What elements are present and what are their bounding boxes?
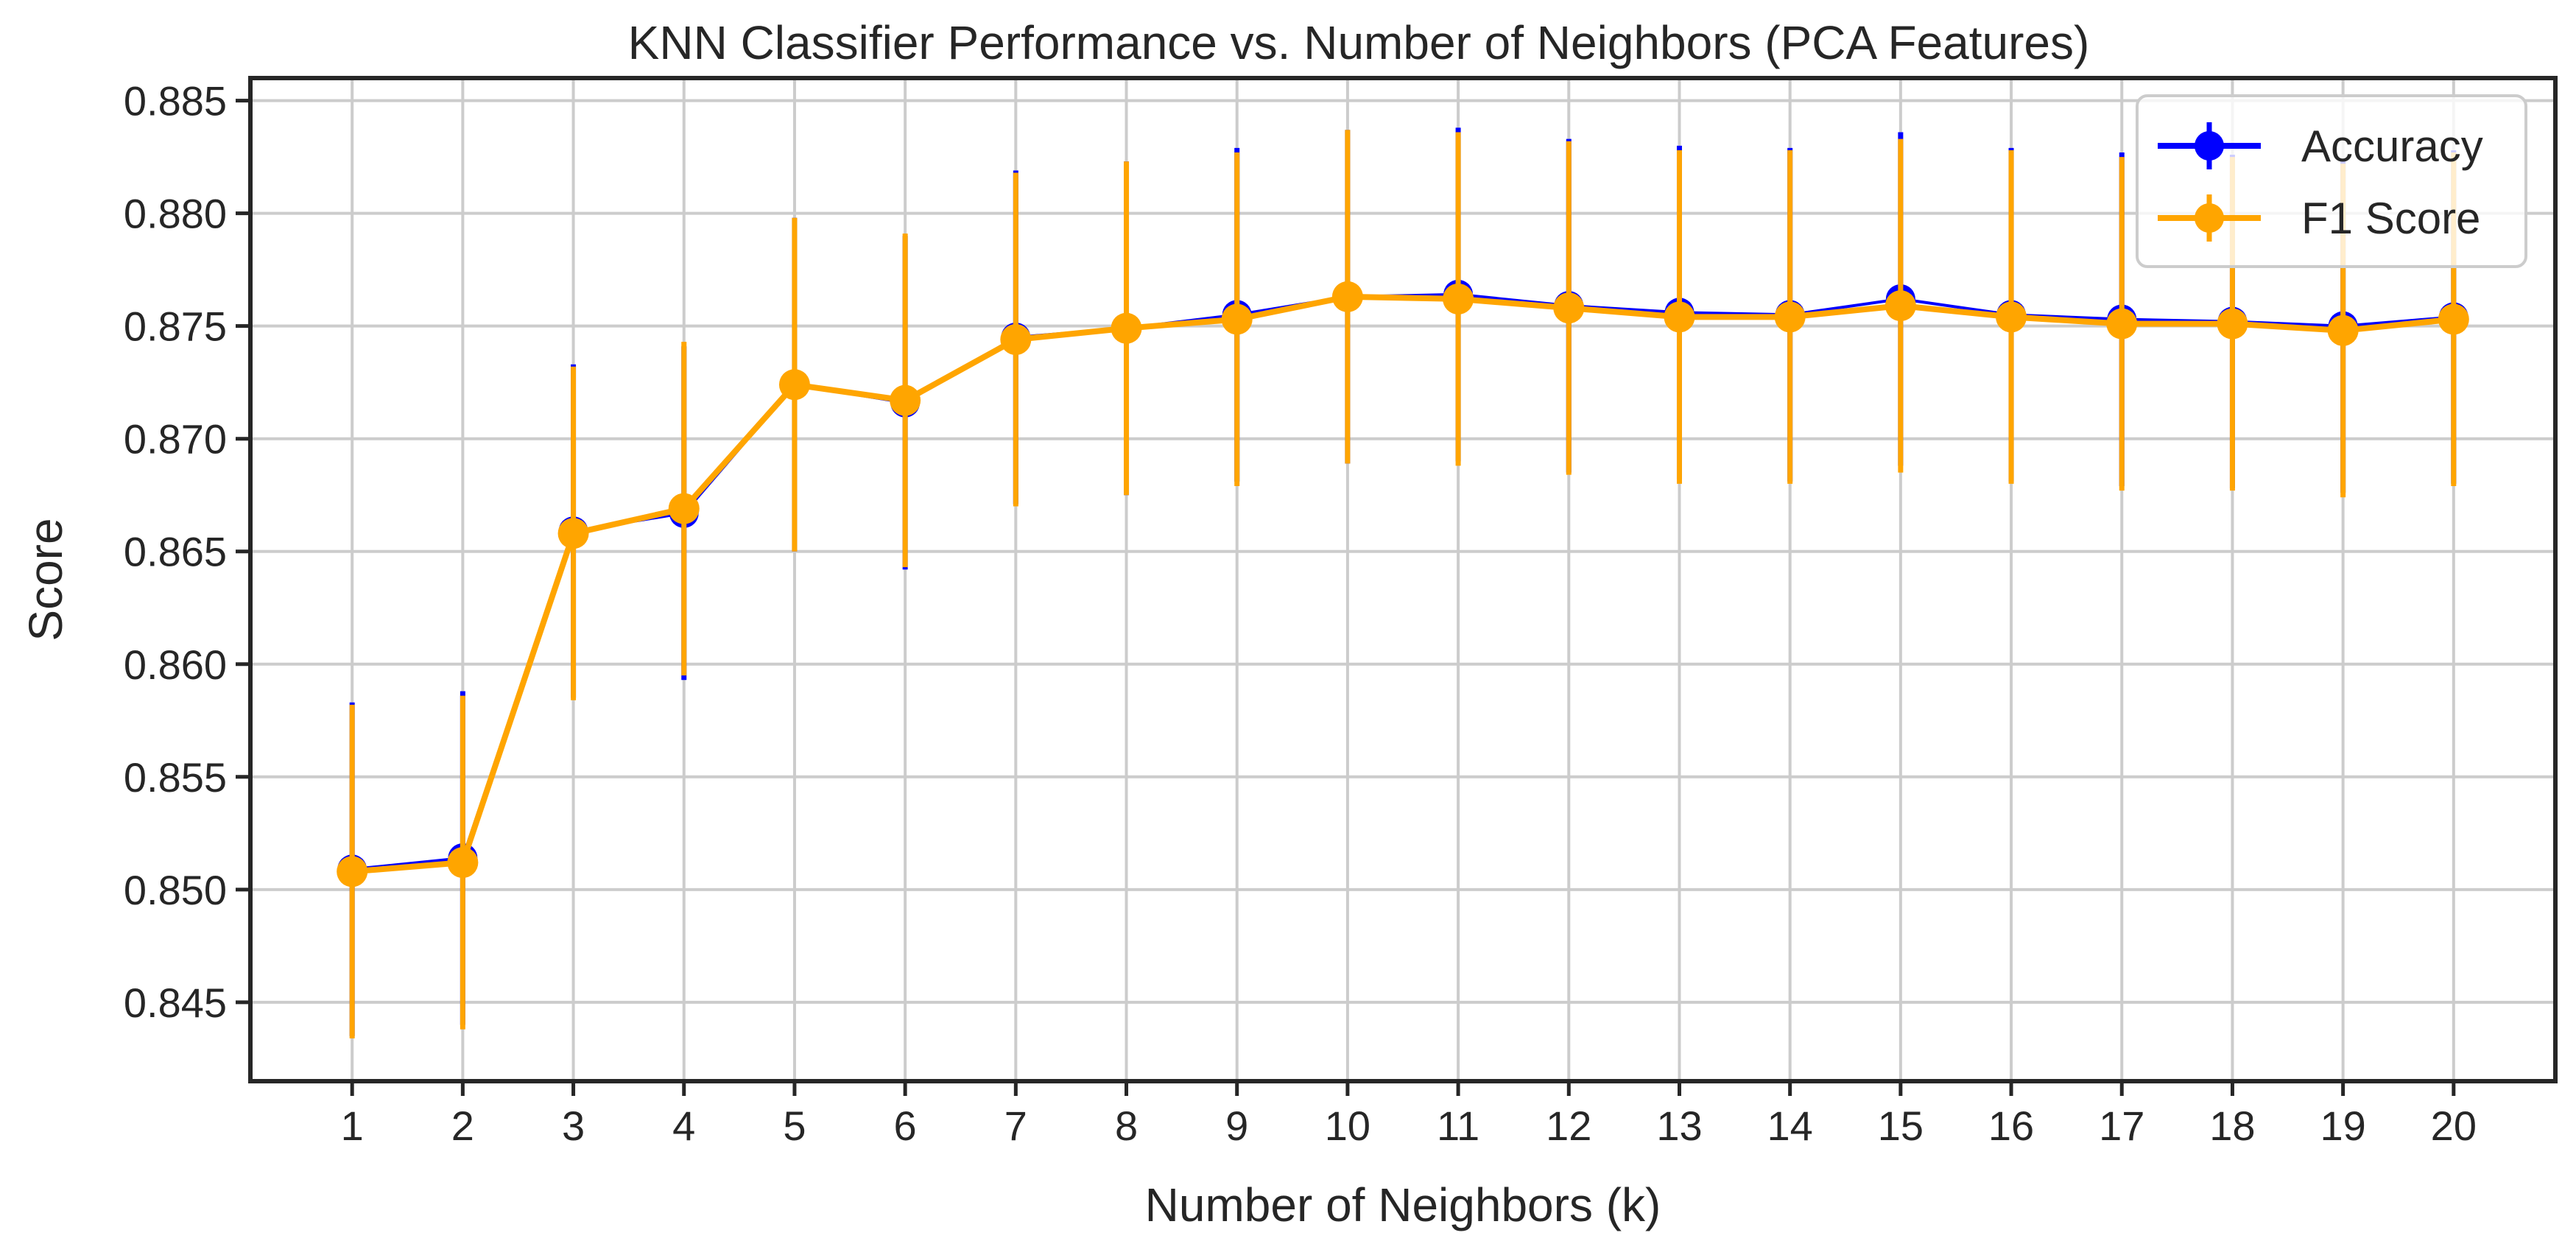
x-tick-label: 6 xyxy=(894,1103,917,1149)
y-tick-label: 0.885 xyxy=(124,78,227,124)
x-tick-label: 7 xyxy=(1004,1103,1027,1149)
data-point xyxy=(557,518,589,549)
y-tick-label: 0.865 xyxy=(124,529,227,575)
x-tick-label: 9 xyxy=(1225,1103,1248,1149)
data-point xyxy=(1664,301,1695,333)
data-point xyxy=(337,856,368,887)
y-tick-label: 0.845 xyxy=(124,980,227,1026)
x-tick-label: 5 xyxy=(783,1103,806,1149)
y-axis: 0.845 0.850 0.855 0.860 0.865 0.870 0.875 0.880… xyxy=(124,78,250,1026)
x-tick-label: 1 xyxy=(341,1103,364,1149)
data-point xyxy=(778,369,810,401)
y-tick-label: 0.860 xyxy=(124,641,227,688)
y-tick-label: 0.880 xyxy=(124,191,227,237)
x-tick-label: 3 xyxy=(562,1103,585,1149)
data-point xyxy=(1443,283,1474,314)
series-f1-score xyxy=(337,130,2469,1038)
data-point xyxy=(2106,308,2138,340)
x-tick-label: 14 xyxy=(1767,1103,1813,1149)
legend: Accuracy F1 Score xyxy=(2136,94,2527,268)
data-point xyxy=(1885,290,1916,322)
x-tick-label: 13 xyxy=(1656,1103,1702,1149)
data-point xyxy=(668,493,700,524)
data-point xyxy=(1553,292,1585,324)
x-axis-label: Number of Neighbors (k) xyxy=(1145,1178,1661,1231)
legend-swatch-marker xyxy=(2195,131,2224,161)
data-point xyxy=(890,384,921,416)
legend-box xyxy=(2136,94,2527,268)
x-axis: 1 2 3 4 5 6 7 8 9 10 11 12 13 14 15 16 17 18 19 20 xyxy=(341,1081,2477,1149)
data-point xyxy=(1111,312,1142,344)
plot-series xyxy=(337,127,2469,1038)
y-axis-label: Score xyxy=(19,518,72,641)
data-point xyxy=(2438,303,2469,335)
x-tick-label: 17 xyxy=(2099,1103,2144,1149)
x-tick-label: 10 xyxy=(1325,1103,1370,1149)
x-tick-label: 2 xyxy=(451,1103,474,1149)
x-tick-label: 12 xyxy=(1546,1103,1591,1149)
series-line xyxy=(351,293,2454,875)
x-tick-label: 19 xyxy=(2320,1103,2365,1149)
chart-title: KNN Classifier Performance vs. Number of… xyxy=(628,16,2090,69)
data-point xyxy=(1221,303,1253,335)
x-tick-label: 4 xyxy=(672,1103,695,1149)
data-point xyxy=(1996,301,2027,333)
legend-swatch-marker xyxy=(2195,203,2224,233)
x-tick-label: 16 xyxy=(1988,1103,2034,1149)
x-tick-label: 11 xyxy=(1437,1103,1479,1149)
axes-frame xyxy=(248,76,2558,1083)
y-tick-label: 0.875 xyxy=(124,303,227,350)
data-point xyxy=(1774,301,1806,333)
y-tick-label: 0.870 xyxy=(124,416,227,463)
y-tick-label: 0.850 xyxy=(124,867,227,913)
data-point xyxy=(1331,281,1363,312)
data-point xyxy=(2327,314,2359,346)
legend-label: Accuracy xyxy=(2301,122,2483,171)
data-point xyxy=(447,847,479,879)
data-point xyxy=(1000,324,1032,356)
legend-label: F1 Score xyxy=(2301,194,2480,243)
x-tick-label: 20 xyxy=(2431,1103,2477,1149)
x-tick-label: 15 xyxy=(1878,1103,1924,1149)
data-point xyxy=(2217,308,2248,340)
x-tick-label: 8 xyxy=(1115,1103,1138,1149)
y-tick-label: 0.855 xyxy=(124,754,227,801)
x-tick-label: 18 xyxy=(2209,1103,2255,1149)
